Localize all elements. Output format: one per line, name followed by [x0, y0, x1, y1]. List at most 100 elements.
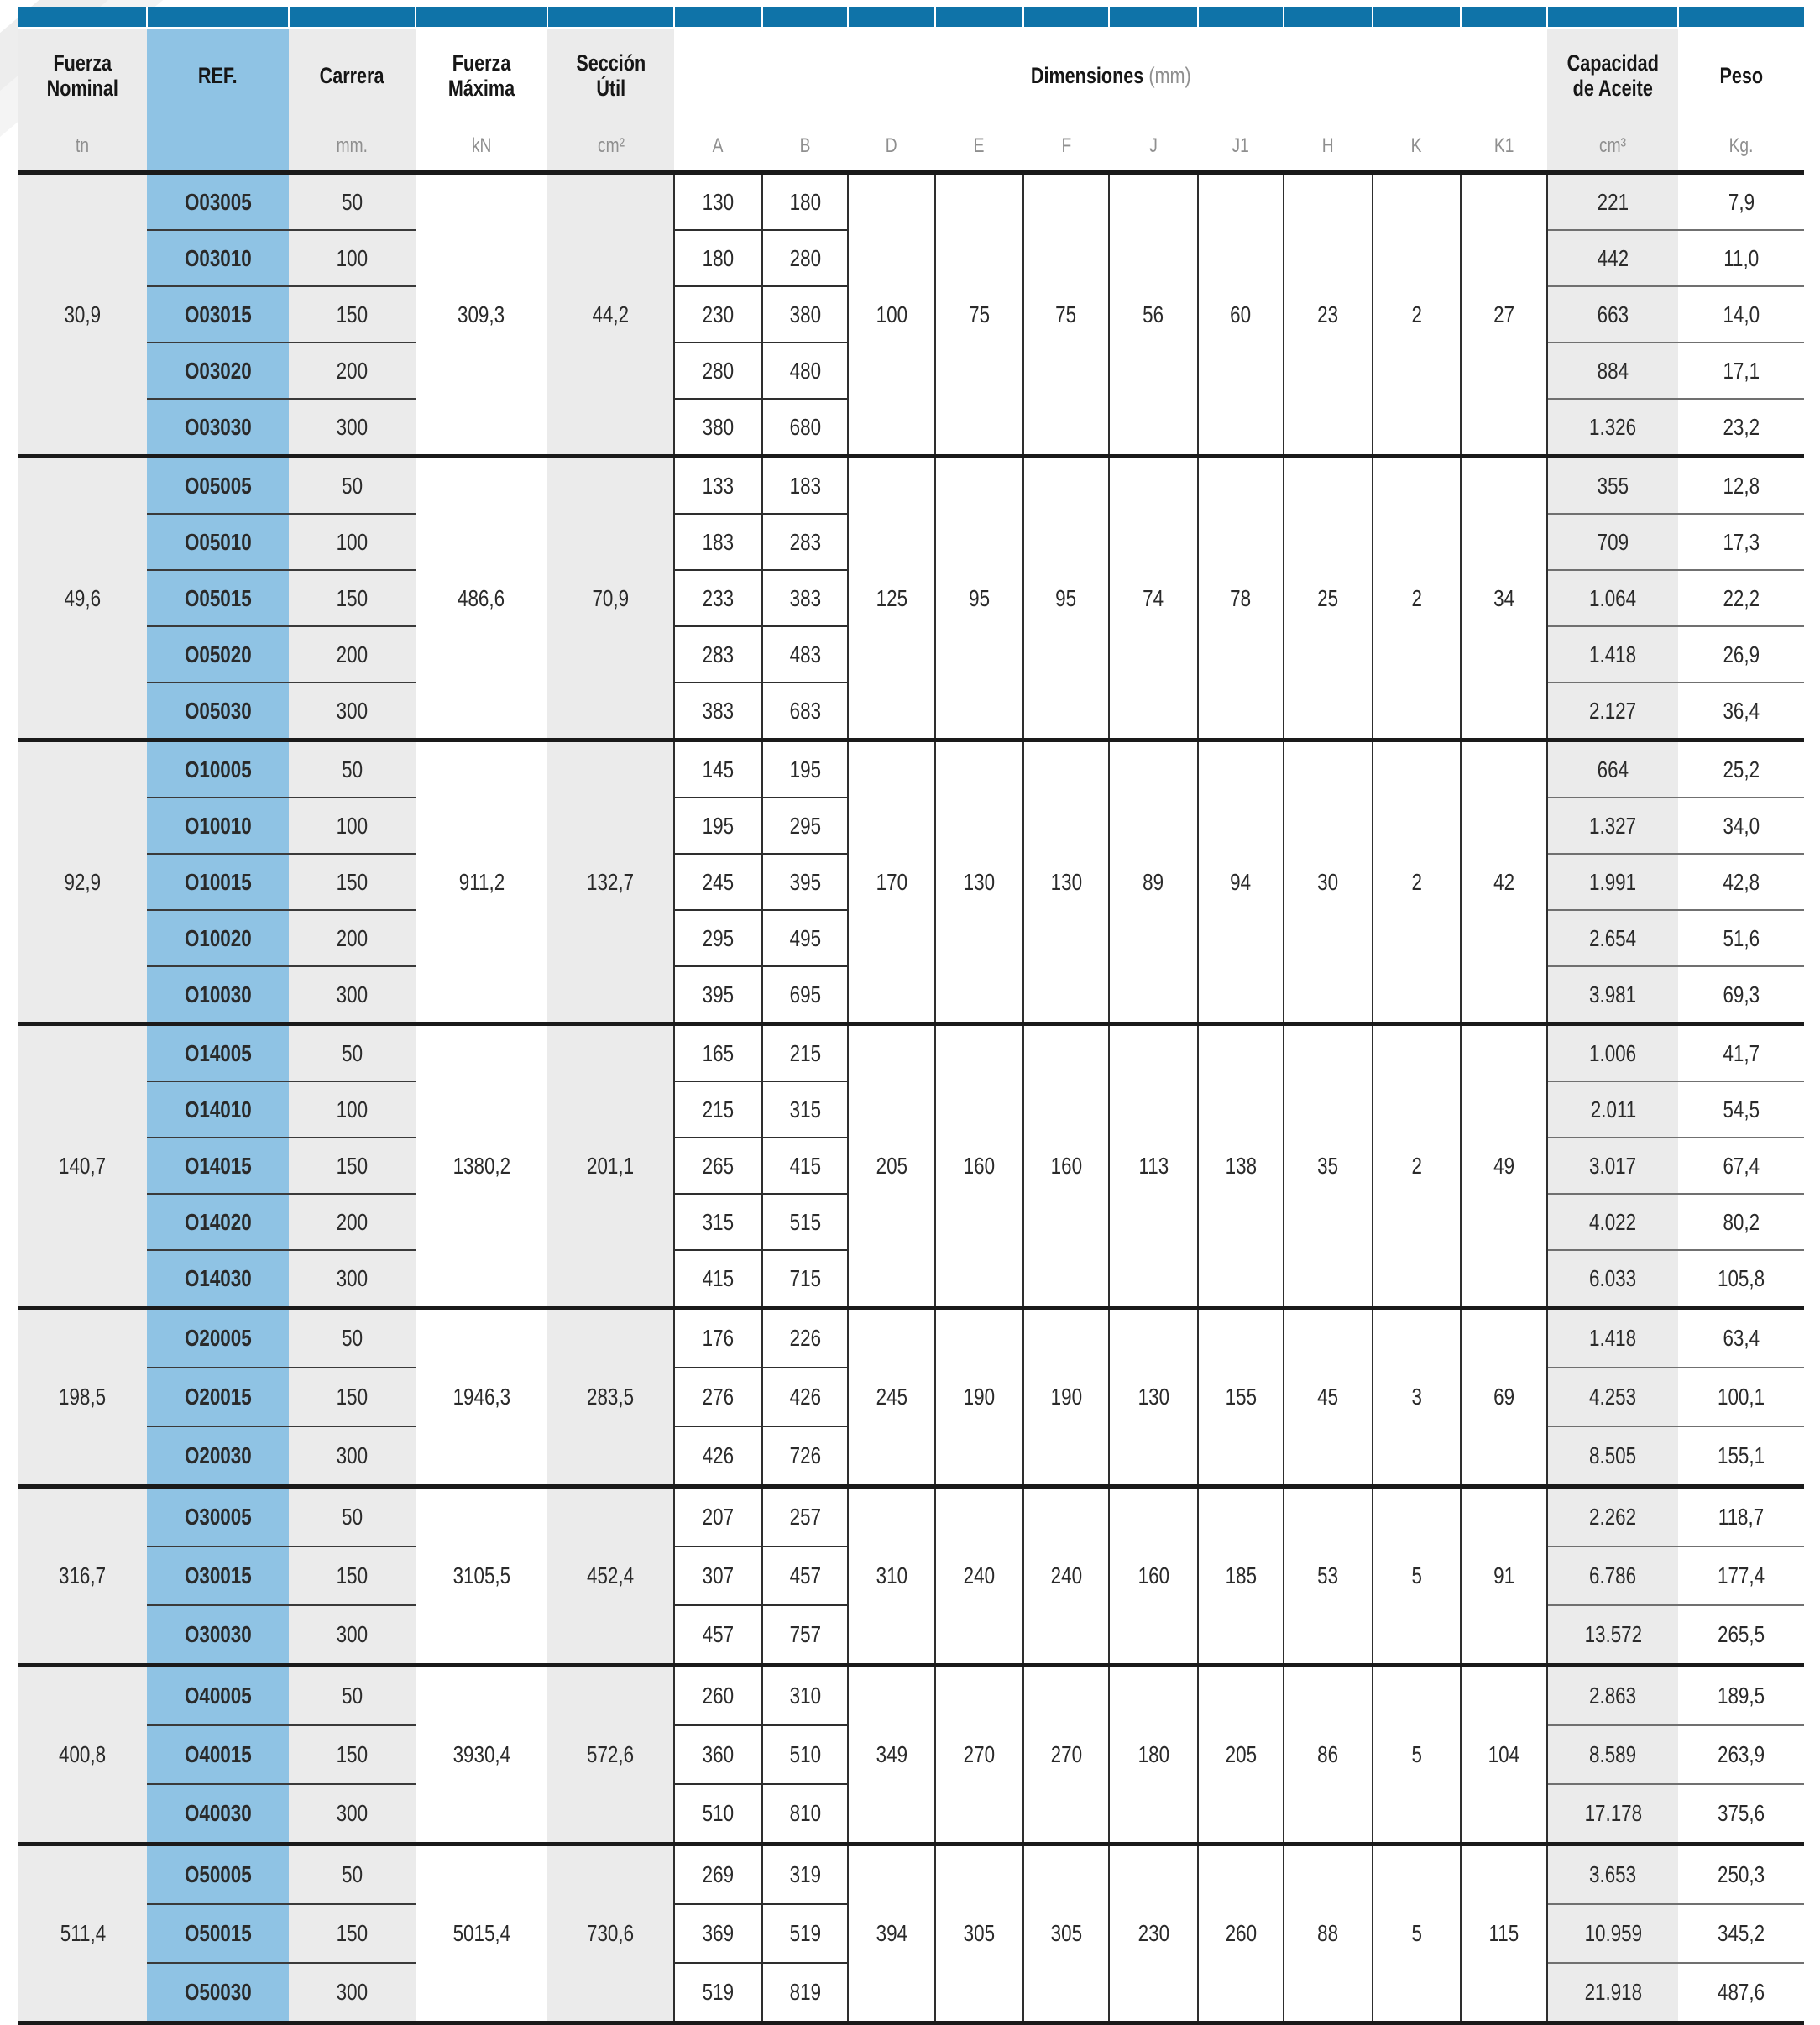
cell-peso: 12,8	[1678, 456, 1804, 515]
cell-ref: O14010	[147, 1081, 289, 1138]
table-row: 49,6 O05005 50 486,6 70,9 133 183 125 95 95 74 78 25…	[18, 456, 1804, 740]
cell-dim-j1: 78	[1197, 456, 1284, 740]
cell-peso: 69,3	[1678, 966, 1804, 1024]
cell-seccion-util: 283,5	[547, 1307, 674, 1487]
top-bar-segment	[1677, 7, 1804, 29]
cell-ref-value: O05005	[184, 472, 252, 499]
cell-dim-f: 160	[1022, 1023, 1110, 1308]
subcol-j: J	[1109, 122, 1198, 173]
cell-capacidad-value: 17.178	[1584, 1800, 1642, 1826]
cell-carrera: 100	[289, 798, 416, 855]
cell-carrera: 150	[289, 1546, 416, 1606]
table-row: O03030 300 380 680 1.326 23,2	[18, 399, 1804, 457]
cell-dim-e: 95	[934, 456, 1024, 740]
cell-capacidad: 6.033	[1547, 1250, 1678, 1308]
cell-carrera: 50	[289, 1486, 416, 1547]
cell-ref-value: O03015	[184, 301, 252, 327]
cell-dim-j1: 138	[1197, 1023, 1284, 1308]
cell-dim-e-value: 160	[963, 1152, 996, 1179]
top-bar-segment	[847, 7, 935, 29]
cell-dim-j: 160	[1108, 1486, 1199, 1666]
cell-dim-a-value: 307	[702, 1562, 735, 1588]
cell-dim-j-value: 230	[1138, 1920, 1169, 1946]
top-bar-segment	[146, 7, 289, 29]
cell-dim-b-value: 483	[789, 641, 821, 667]
cell-dim-a-value: 283	[702, 641, 735, 667]
cell-dim-e: 160	[934, 1023, 1024, 1308]
cell-capacidad: 1.326	[1547, 399, 1678, 457]
cell-fuerza-nominal: 198,5	[18, 1307, 147, 1487]
spec-group: 316,7 O30005 50 3105,5 452,4 207 257 310 240 240 1…	[18, 1486, 1804, 1666]
cell-fuerza-maxima-value: 911,2	[458, 868, 505, 895]
cell-peso-value: 11,0	[1723, 244, 1759, 271]
cell-peso-value: 155,1	[1717, 1442, 1765, 1468]
cell-ref: O03015	[147, 286, 289, 343]
cell-peso: 487,6	[1678, 1963, 1804, 2023]
cell-capacidad: 21.918	[1547, 1963, 1678, 2023]
cell-dim-d-value: 349	[876, 1741, 907, 1767]
cell-dim-k1: 104	[1460, 1665, 1548, 1844]
cell-dim-j1-value: 78	[1230, 584, 1252, 611]
unit-capacidad-aceite: cm³	[1547, 122, 1678, 173]
col-header-fuerza-maxima-label: Fuerza Máxima	[447, 50, 515, 101]
cell-dim-f: 75	[1022, 172, 1110, 457]
unit-peso: Kg.	[1678, 122, 1804, 173]
table-row: 30,9 O03005 50 309,3 44,2 130 180 100 75 75 56 60 23…	[18, 172, 1804, 457]
cell-peso-value: 118,7	[1718, 1504, 1765, 1530]
cell-dim-b: 280	[761, 230, 849, 287]
cell-seccion-util-value: 70,9	[592, 584, 629, 611]
cell-dim-a-value: 383	[702, 697, 735, 724]
cell-fuerza-maxima-value: 1380,2	[452, 1152, 510, 1179]
subcol-h-label: H	[1322, 134, 1334, 157]
cell-peso-value: 63,4	[1723, 1325, 1760, 1351]
unit-capacidad-aceite-value: cm³	[1598, 134, 1626, 157]
cell-seccion-util: 70,9	[547, 456, 674, 740]
cell-capacidad: 3.653	[1547, 1844, 1678, 1905]
cell-dim-a-value: 295	[702, 924, 735, 951]
cell-dim-a-value: 369	[702, 1920, 735, 1946]
cell-dim-a-value: 380	[702, 413, 735, 440]
cell-capacidad-value: 1.064	[1589, 584, 1637, 611]
cell-capacidad-value: 355	[1597, 472, 1629, 499]
cell-ref: O14020	[147, 1194, 289, 1251]
table-row: O20015 150 276 426 4.253 100,1	[18, 1368, 1804, 1427]
cell-peso: 67,4	[1678, 1138, 1804, 1195]
cell-dim-j1-value: 260	[1225, 1920, 1257, 1946]
cell-dim-e: 240	[934, 1486, 1024, 1666]
cell-capacidad: 2.127	[1547, 683, 1678, 740]
cell-dim-a: 230	[673, 286, 763, 343]
cell-ref-value: O14005	[184, 1039, 252, 1066]
unit-carrera: mm.	[289, 122, 416, 173]
spec-group: 30,9 O03005 50 309,3 44,2 130 180 100 75 75 56 60 23…	[18, 172, 1804, 457]
cell-fuerza-nominal: 30,9	[18, 172, 147, 457]
cell-dim-a: 360	[673, 1725, 763, 1785]
cell-peso-value: 80,2	[1723, 1208, 1760, 1235]
cell-dim-b-value: 426	[789, 1384, 821, 1410]
cell-dim-a-value: 415	[702, 1264, 735, 1291]
cell-dim-j-value: 160	[1138, 1562, 1169, 1588]
cell-dim-b-value: 180	[789, 188, 821, 215]
table-row: 316,7 O30005 50 3105,5 452,4 207 257 310 240 240 1…	[18, 1486, 1804, 1666]
cell-fuerza-nominal: 316,7	[18, 1486, 147, 1666]
cell-dim-k1: 42	[1460, 740, 1548, 1024]
cell-carrera-value: 100	[336, 244, 369, 271]
cell-ref-value: O03005	[184, 188, 252, 215]
cell-dim-j1-value: 185	[1225, 1562, 1257, 1588]
cell-ref: O03005	[147, 172, 289, 231]
cell-carrera: 50	[289, 1665, 416, 1726]
cell-carrera-value: 150	[336, 1152, 369, 1179]
table-row: 400,8 O40005 50 3930,4 572,6 260 310 349 270 270 1…	[18, 1665, 1804, 1844]
cell-capacidad: 442	[1547, 230, 1678, 287]
cell-ref-value: O05015	[184, 584, 252, 611]
cell-dim-j: 56	[1108, 172, 1199, 457]
cell-capacidad-value: 884	[1597, 357, 1629, 384]
table-row: O40015 150 360 510 8.589 263,9	[18, 1725, 1804, 1785]
cell-carrera-value: 100	[336, 1096, 369, 1122]
top-bar-segment	[761, 7, 848, 29]
cell-ref: O03030	[147, 399, 289, 457]
subcol-k-label: K	[1411, 134, 1422, 157]
cell-dim-k1-value: 27	[1493, 301, 1514, 327]
cell-ref: O20030	[147, 1426, 289, 1487]
cell-dim-a-value: 230	[702, 301, 735, 327]
cell-peso: 118,7	[1678, 1486, 1804, 1547]
